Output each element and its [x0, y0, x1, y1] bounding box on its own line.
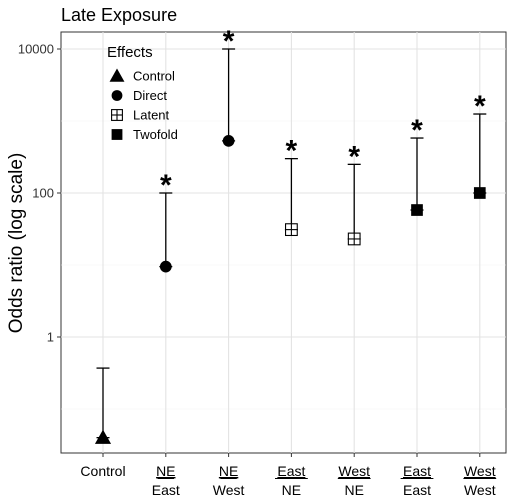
x-category-top-label: East [277, 463, 305, 479]
triangle-marker [94, 429, 112, 444]
legend-title: Effects [107, 44, 153, 61]
significance-star: * [160, 169, 172, 202]
crossed-square-marker-legend [111, 109, 123, 121]
y-tick-label: 1 [47, 330, 54, 345]
x-category-top-label: West [464, 463, 496, 479]
x-category-bottom-label: East [152, 482, 180, 498]
significance-star: * [223, 25, 235, 58]
legend-entry-label: Latent [133, 108, 170, 123]
x-category-bottom-label: East [403, 482, 431, 498]
significance-star: * [474, 90, 486, 123]
x-category-bottom-label: NE [282, 482, 301, 498]
legend: Effects Control Direct Latent Twofold [107, 44, 178, 142]
chart-title: Late Exposure [61, 5, 177, 25]
square-marker [473, 187, 486, 199]
x-category-top-label: NE [219, 463, 238, 479]
x-category-top-label: West [338, 463, 370, 479]
crossed-square-marker [284, 223, 298, 237]
legend-entry-label: Twofold [133, 127, 178, 142]
y-tick-label: 10000 [18, 42, 54, 57]
y-tick-label: 100 [32, 186, 54, 201]
legend-entry-label: Direct [133, 88, 167, 103]
crossed-square-marker [347, 232, 361, 246]
significance-markers: * * * * * * [160, 25, 486, 202]
significance-star: * [348, 140, 360, 173]
x-category-bottom-label: West [464, 482, 496, 498]
x-category-top-label: East [403, 463, 431, 479]
significance-star: * [411, 114, 423, 147]
x-category-top-label: NE [156, 463, 175, 479]
triangle-marker-legend [109, 68, 125, 82]
x-category-bottom-label: NE [344, 482, 363, 498]
grid-lines [61, 32, 506, 453]
legend-entry-label: Control [133, 69, 175, 84]
square-marker-legend [111, 129, 123, 140]
y-axis-label: Odds ratio (log scale) [6, 153, 27, 334]
data-points [94, 135, 486, 444]
y-axis-ticks: 1 100 10000 [18, 42, 61, 345]
circle-marker-legend [111, 90, 123, 101]
square-marker [411, 204, 423, 216]
plot-panel [60, 31, 507, 454]
circle-marker [222, 135, 235, 147]
x-category-label: Control [80, 463, 125, 479]
x-category-bottom-label: West [213, 482, 245, 498]
circle-marker [159, 260, 172, 273]
significance-star: * [286, 135, 298, 168]
x-axis-categories: Control NE East NE West East NE West NE East East W… [80, 453, 497, 498]
